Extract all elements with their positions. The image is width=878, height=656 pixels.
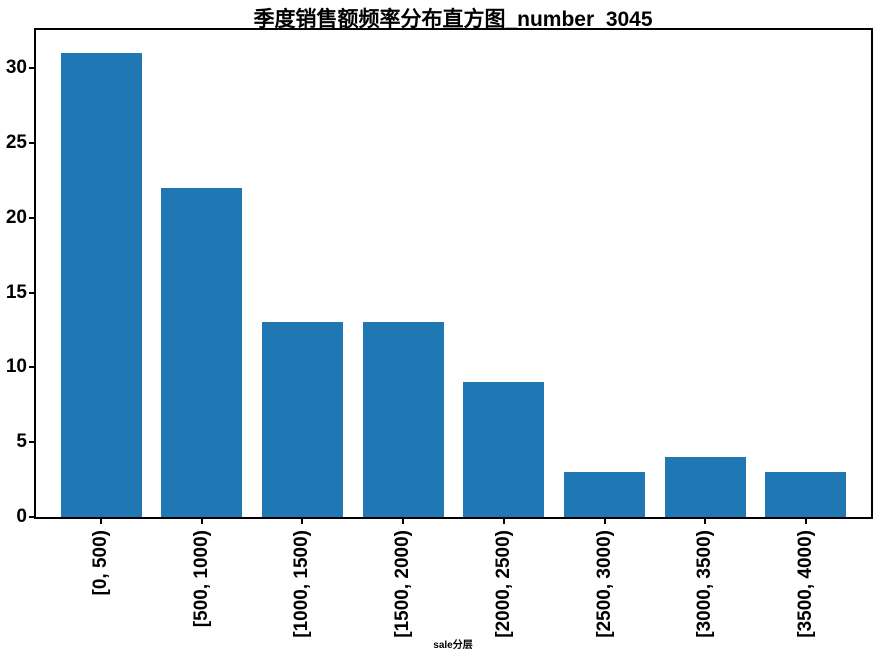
y-tick-label: 25 [5,131,27,153]
x-tick-mark [603,519,606,524]
x-tick-mark [402,519,405,524]
x-tick-mark [804,519,807,524]
chart-title: 季度销售额频率分布直方图_number 3045 [253,8,653,31]
histogram-bar [463,382,545,517]
x-tick-mark [704,519,707,524]
y-tick-label: 15 [5,281,27,303]
y-tick-mark [29,366,34,369]
x-tick-label: [1000, 1500) [291,530,313,638]
plot-area-border [34,28,873,519]
y-tick-mark [29,141,34,144]
histogram-bar [161,187,243,517]
y-tick-label: 0 [16,506,27,527]
histogram-bar [765,472,847,517]
x-tick-label: [500, 1000) [190,530,212,628]
x-tick-label: [3500, 4000) [794,530,816,638]
x-axis-label: sale分层 [433,640,473,651]
y-tick-label: 5 [16,431,27,453]
x-tick-label: [1500, 2000) [392,530,414,638]
x-tick-label: [2000, 2500) [492,530,514,638]
x-tick-label: [2500, 3000) [593,530,615,638]
histogram-bar [362,322,444,517]
y-tick-label: 30 [5,57,27,79]
histogram-bar [60,53,142,517]
y-tick-mark [29,516,34,518]
x-tick-mark [100,519,103,524]
y-tick-mark [29,441,34,444]
y-tick-mark [29,291,34,294]
y-tick-mark [29,67,34,70]
x-tick-mark [200,519,203,524]
x-tick-label: [3000, 3500) [694,530,716,638]
histogram-bar [564,472,646,517]
y-tick-label: 10 [5,356,27,378]
histogram-bar [664,457,746,517]
x-tick-mark [301,519,304,524]
histogram-bar [261,322,343,517]
x-tick-mark [502,519,505,524]
y-tick-mark [29,216,34,219]
y-tick-label: 20 [5,206,27,228]
x-tick-label: [0, 500) [90,530,112,596]
